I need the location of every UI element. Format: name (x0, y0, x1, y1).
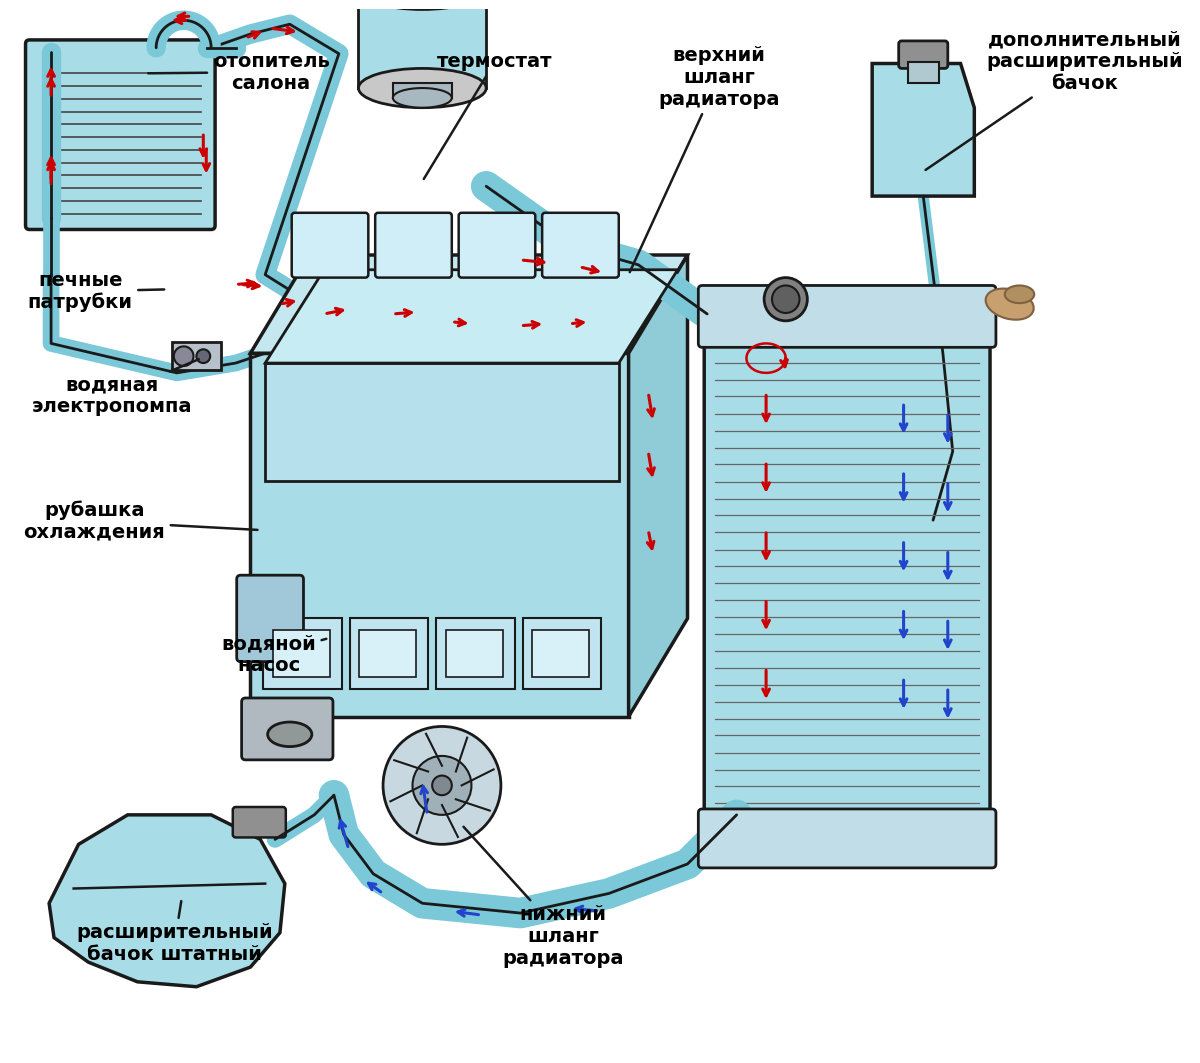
FancyBboxPatch shape (233, 807, 286, 838)
Text: термостат: термостат (424, 52, 553, 179)
Text: печные
патрубки: печные патрубки (28, 270, 164, 313)
Bar (359, 0, 486, 88)
Ellipse shape (392, 88, 451, 107)
Bar (172, 342, 221, 370)
Circle shape (764, 277, 808, 321)
Text: отопитель
салона: отопитель салона (148, 52, 330, 92)
Bar (360, 630, 416, 677)
Polygon shape (265, 270, 678, 364)
FancyBboxPatch shape (25, 40, 215, 230)
FancyBboxPatch shape (698, 809, 996, 867)
Circle shape (174, 347, 193, 366)
Text: нижний
шланг
радиатора: нижний шланг радиатора (463, 827, 624, 968)
Text: водяная
электропомпа: водяная электропомпа (31, 359, 199, 417)
Circle shape (772, 286, 799, 313)
FancyBboxPatch shape (236, 575, 304, 661)
Polygon shape (872, 64, 974, 196)
Ellipse shape (985, 288, 1033, 320)
Circle shape (432, 776, 451, 795)
Circle shape (383, 726, 500, 844)
Ellipse shape (359, 0, 486, 10)
FancyBboxPatch shape (263, 619, 342, 689)
Polygon shape (629, 255, 688, 716)
FancyBboxPatch shape (376, 213, 451, 277)
Bar (392, 83, 451, 98)
Circle shape (197, 350, 210, 364)
FancyBboxPatch shape (704, 331, 990, 817)
FancyBboxPatch shape (458, 213, 535, 277)
Ellipse shape (359, 68, 486, 107)
FancyBboxPatch shape (292, 213, 368, 277)
Text: расширительный
бачок штатный: расширительный бачок штатный (76, 901, 272, 964)
FancyBboxPatch shape (241, 698, 332, 760)
FancyBboxPatch shape (436, 619, 515, 689)
Bar (907, 62, 938, 83)
Polygon shape (251, 353, 629, 716)
Polygon shape (251, 255, 688, 353)
Ellipse shape (1004, 286, 1034, 303)
FancyBboxPatch shape (899, 40, 948, 68)
FancyBboxPatch shape (698, 286, 996, 348)
FancyBboxPatch shape (522, 619, 601, 689)
FancyBboxPatch shape (542, 213, 619, 277)
FancyBboxPatch shape (349, 619, 428, 689)
Polygon shape (265, 364, 619, 480)
Ellipse shape (268, 722, 312, 746)
Bar (446, 630, 503, 677)
Circle shape (413, 756, 472, 815)
Text: рубашка
охлаждения: рубашка охлаждения (24, 501, 258, 542)
Text: дополнительный
расширительный
бачок: дополнительный расширительный бачок (925, 30, 1183, 170)
Bar (533, 630, 589, 677)
Text: водяной
насос: водяной насос (221, 635, 326, 675)
Bar (274, 630, 330, 677)
Text: верхний
шланг
радиатора: верхний шланг радиатора (630, 46, 780, 272)
Polygon shape (49, 815, 284, 986)
